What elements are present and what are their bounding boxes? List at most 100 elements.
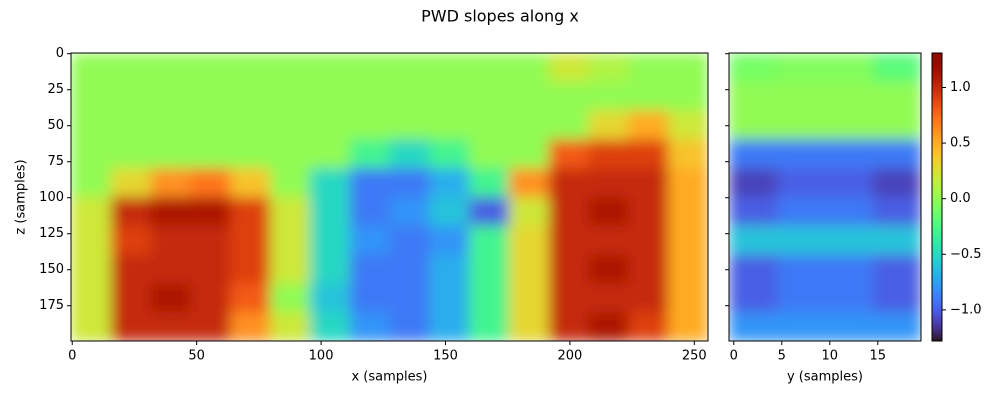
colorbar-swatch (932, 249, 942, 252)
heatmap-cell (469, 81, 510, 112)
heatmap-cell (825, 53, 874, 83)
heatmap-cell (110, 254, 152, 284)
heatmap-cell (508, 168, 550, 198)
colorbar-swatch (932, 65, 942, 68)
heatmap-cell (729, 139, 778, 169)
heatmap-cell (588, 283, 629, 313)
heatmap-cell (270, 81, 311, 112)
colorbar-swatch (932, 69, 942, 72)
heatmap-cell (729, 81, 778, 112)
x-tick-label: 100 (309, 349, 334, 364)
colorbar-swatch (932, 151, 942, 154)
heatmap-cell (469, 254, 510, 284)
y-tick-label: 0 (56, 46, 64, 61)
heatmap-cell (349, 283, 391, 313)
heatmap-cell (777, 283, 826, 313)
colorbar-swatch (932, 253, 942, 256)
colorbar-tick-label: 1.0 (950, 80, 971, 95)
colorbar-swatch (932, 325, 942, 328)
heatmap-cell (230, 197, 271, 227)
heatmap-cell (309, 254, 351, 284)
colorbar-swatch (932, 147, 942, 150)
heatmap-cell (729, 197, 778, 227)
colorbar-swatch (932, 221, 942, 224)
heatmap-cell (508, 139, 550, 169)
heatmap-cell (389, 312, 430, 341)
heatmap-cell (429, 139, 470, 169)
heatmap-cell (190, 254, 231, 284)
colorbar-swatch (932, 303, 942, 306)
heatmap-cell (349, 225, 391, 256)
heatmap-cell (110, 312, 152, 341)
heatmap-cell (668, 254, 708, 284)
colorbar (932, 53, 942, 342)
heatmap-cell (777, 53, 826, 83)
heatmap-cell (508, 197, 550, 227)
colorbar-swatch (932, 143, 942, 146)
heatmap-cell (71, 312, 112, 341)
heatmap-cell (270, 197, 311, 227)
colorbar-swatch (932, 197, 942, 200)
heatmap-cell (110, 53, 152, 83)
heatmap-cell (668, 110, 708, 140)
y-tick-label: 100 (39, 190, 64, 205)
heatmap-cell (110, 110, 152, 140)
heatmap-cell (588, 81, 629, 112)
heatmap-cell (150, 197, 192, 227)
heatmap-cell (270, 168, 311, 198)
heatmap-cell (825, 312, 874, 341)
colorbar-swatch (932, 155, 942, 158)
heatmap-cell (777, 254, 826, 284)
colorbar-swatch (932, 255, 942, 258)
colorbar-frame (931, 52, 943, 342)
colorbar-swatch (932, 195, 942, 198)
colorbar-swatch (932, 267, 942, 270)
heatmap-cell (588, 225, 629, 256)
heatmap-cell (389, 110, 430, 140)
heatmap-cell (508, 312, 550, 341)
heatmap-cell (873, 110, 921, 140)
colorbar-swatch (932, 239, 942, 242)
heatmap-cells (729, 53, 921, 341)
heatmap-cell (729, 283, 778, 313)
heatmap-cell (71, 168, 112, 198)
colorbar-swatch (932, 191, 942, 194)
colorbar-swatch (932, 149, 942, 152)
heatmap-cell (309, 53, 351, 83)
colorbar-swatch (932, 107, 942, 110)
heatmap-cell (548, 283, 590, 313)
colorbar-swatch (932, 135, 942, 138)
colorbar-swatch (932, 167, 942, 170)
heatmap-cell (150, 53, 192, 83)
heatmap-cell (588, 168, 629, 198)
x-tick-label: 0 (68, 349, 76, 364)
x-tick-label: 10 (822, 349, 839, 364)
colorbar-swatch (932, 283, 942, 286)
colorbar-swatch (932, 125, 942, 128)
heatmap-cell (873, 312, 921, 341)
heatmap-cell (508, 81, 550, 112)
heatmap-cell (270, 225, 311, 256)
heatmap-cell (190, 110, 231, 140)
heatmap-cell (469, 197, 510, 227)
colorbar-swatch (932, 75, 942, 78)
heatmap-cell (110, 168, 152, 198)
heatmap-cell (508, 53, 550, 83)
heatmap-cell (628, 254, 669, 284)
heatmap-cell (230, 81, 271, 112)
colorbar-swatch (932, 181, 942, 184)
heatmap-cell (729, 53, 778, 83)
colorbar-swatch (932, 55, 942, 58)
colorbar-swatch (932, 189, 942, 192)
colorbar-swatch (932, 317, 942, 320)
heatmap-cell (729, 168, 778, 198)
colorbar-swatch (932, 81, 942, 84)
colorbar-swatch (932, 209, 942, 212)
heatmap-cell (230, 254, 271, 284)
colorbar-swatch (932, 97, 942, 100)
heatmap-cell (825, 225, 874, 256)
colorbar-swatch (932, 327, 942, 330)
heatmap-cell (873, 197, 921, 227)
colorbar-swatch (932, 285, 942, 288)
colorbar-swatch (932, 259, 942, 262)
